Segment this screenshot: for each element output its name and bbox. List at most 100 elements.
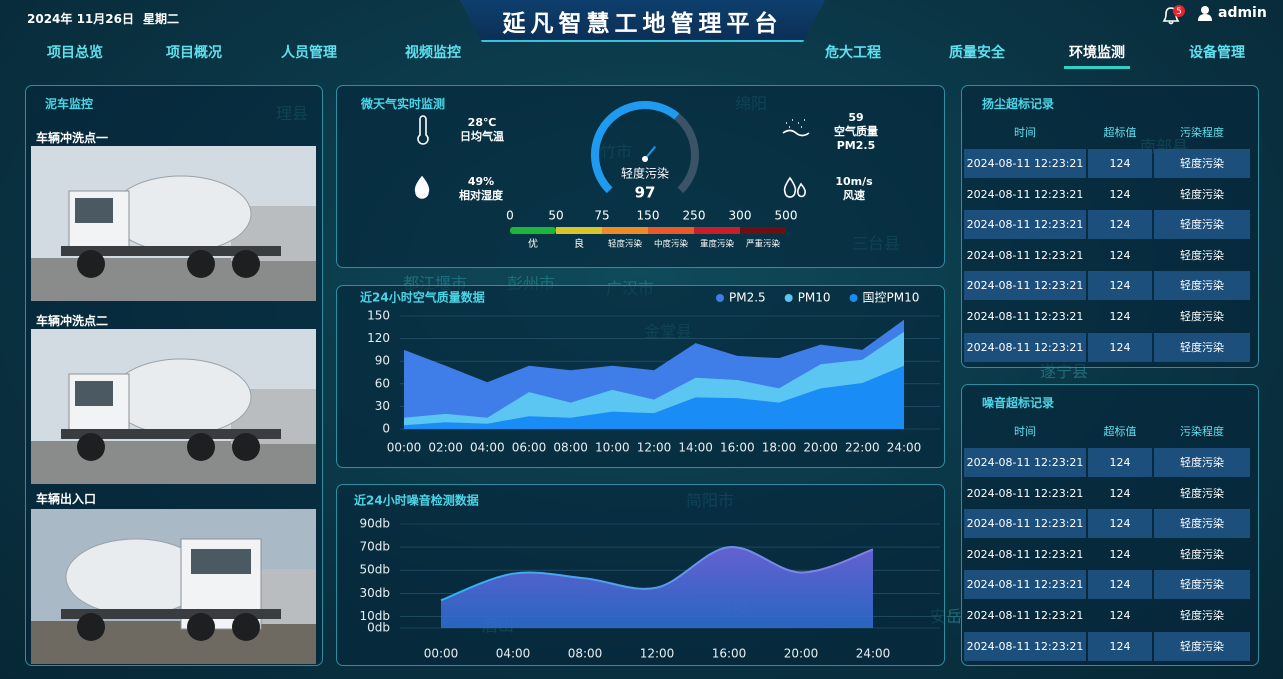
- table-cell: 轻度污染: [1154, 448, 1250, 477]
- table-cell: 2024-08-11 12:23:21: [964, 332, 1086, 362]
- table-cell: 124: [1088, 448, 1152, 477]
- nav-item[interactable]: 危大工程: [825, 45, 881, 61]
- air-chart-panel: [336, 285, 945, 468]
- camera-label: 车辆冲洗点二: [36, 314, 109, 328]
- weekday: 星期二: [143, 12, 180, 26]
- table-cell: 124: [1088, 631, 1152, 661]
- table-cell: 轻度污染: [1180, 486, 1224, 500]
- nav-item[interactable]: 项目概况: [166, 45, 222, 61]
- bell-shape: [1162, 7, 1180, 25]
- badge: [1173, 5, 1185, 17]
- table-cell: 轻度污染: [1154, 332, 1250, 362]
- truck-window: [191, 549, 251, 574]
- table-cell: 124: [1088, 509, 1152, 539]
- camera-image: [31, 146, 316, 301]
- table-cell: 124: [1088, 210, 1152, 240]
- chassis: [61, 429, 281, 439]
- air-quality: 59 空气质量 PM2.5: [811, 111, 901, 153]
- wheel: [187, 613, 215, 641]
- nav-item[interactable]: 人员管理: [281, 45, 337, 61]
- user-icon: [1198, 6, 1212, 21]
- table-cell: 2024-08-11 12:23:21: [964, 448, 1086, 477]
- panel-title: 扬尘超标记录: [982, 97, 1055, 111]
- humidity-value: 49%: [467, 175, 495, 188]
- mud-truck-panel: 泥车监控 车辆冲洗点一 车辆冲洗点二 车辆出入口: [25, 85, 323, 666]
- temperature-label: 日均气温: [460, 130, 504, 143]
- table-cell: 124: [1088, 149, 1152, 178]
- truck-window: [75, 198, 113, 223]
- table-cell: 2024-08-11 12:23:21: [964, 509, 1086, 539]
- wind: 10m/s 风速: [809, 175, 899, 203]
- table-cell: 2024-08-11 12:23:21: [964, 271, 1086, 301]
- camera-label: 车辆出入口: [36, 492, 97, 506]
- table-cell: 2024-08-11 12:23:21: [964, 210, 1086, 240]
- nav-item[interactable]: 视频监控: [405, 45, 461, 61]
- table-cell: 2024-08-11 12:23:21: [966, 609, 1084, 622]
- table-cell: 轻度污染: [1154, 271, 1250, 301]
- table-cell: 124: [1109, 486, 1131, 500]
- wheel: [187, 250, 215, 278]
- wheel: [77, 613, 105, 641]
- user-head: [1201, 6, 1209, 14]
- wind-value: 10m/s: [835, 175, 873, 188]
- dust-table-panel: 扬尘超标记录 时间 超标值 污染程度 2024-08-11 12:23:21 124 轻度污…: [961, 85, 1259, 368]
- table-cell: 轻度污染: [1180, 547, 1224, 561]
- table-cell: 轻度污染: [1180, 248, 1224, 262]
- date: 2024年 11月26日: [27, 12, 134, 26]
- temperature-value: 28℃: [467, 116, 497, 129]
- nav-item[interactable]: 质量安全: [949, 45, 1005, 61]
- wheel: [232, 613, 260, 641]
- table-cell: 124: [1088, 332, 1152, 362]
- noise-chart-panel: [336, 484, 945, 666]
- table-cell: 2024-08-11 12:23:21: [966, 547, 1084, 561]
- camera-image: [31, 509, 316, 664]
- table-cell: 124: [1088, 570, 1152, 600]
- chassis: [61, 609, 281, 619]
- column-header: 超标值: [1103, 126, 1137, 139]
- table-cell: 2024-08-11 12:23:21: [966, 486, 1084, 500]
- panel-title: 噪音超标记录: [982, 396, 1055, 410]
- table-cell: 轻度污染: [1180, 609, 1224, 622]
- column-header: 污染程度: [1180, 425, 1224, 438]
- aq-label: 空气质量: [834, 125, 878, 138]
- table-cell: 124: [1109, 248, 1131, 262]
- chassis: [61, 246, 281, 256]
- table-cell: 轻度污染: [1180, 310, 1224, 323]
- ground: [31, 621, 316, 664]
- username[interactable]: admin: [1218, 5, 1267, 21]
- table-cell: 2024-08-11 12:23:21: [966, 248, 1084, 262]
- table-cell: 2024-08-11 12:23:21: [964, 631, 1086, 661]
- mixer-drum: [110, 358, 252, 436]
- truck-window: [75, 381, 113, 406]
- wheel: [187, 433, 215, 461]
- table-cell: 2024-08-11 12:23:21: [964, 149, 1086, 178]
- table-cell: 2024-08-11 12:23:21: [964, 570, 1086, 600]
- column-header: 污染程度: [1180, 126, 1224, 139]
- noise-table-panel: 噪音超标记录 时间 超标值 污染程度 2024-08-11 12:23:21 124 轻度污…: [961, 384, 1259, 666]
- aq-value: 59: [848, 111, 864, 124]
- column-header: 超标值: [1103, 425, 1137, 438]
- camera-label: 车辆冲洗点一: [36, 131, 109, 145]
- nav-item[interactable]: 项目总览: [47, 45, 103, 61]
- weather-panel: 微天气实时监测 28℃ 日均气温 49% 相对湿度 59 空气质量 PM2.5 10m/…: [336, 85, 945, 268]
- notification-count: 5: [1176, 7, 1182, 17]
- table-cell: 轻度污染: [1154, 210, 1250, 240]
- ground: [31, 258, 316, 301]
- table-cell: 轻度污染: [1154, 570, 1250, 600]
- nav-item[interactable]: 环境监测: [1069, 45, 1125, 61]
- camera-image: [31, 329, 316, 484]
- user-body: [1198, 14, 1212, 21]
- table-cell: 轻度污染: [1154, 631, 1250, 661]
- nav-item[interactable]: 设备管理: [1189, 45, 1245, 61]
- column-header: 时间: [1014, 425, 1036, 438]
- wheel: [77, 433, 105, 461]
- table-cell: 124: [1109, 187, 1131, 201]
- column-header: 时间: [1014, 126, 1036, 139]
- bell-icon[interactable]: 5: [1160, 4, 1190, 26]
- table-cell: 2024-08-11 12:23:21: [966, 187, 1084, 201]
- table-cell: 轻度污染: [1180, 187, 1224, 201]
- aq-unit: PM2.5: [836, 139, 876, 152]
- table-cell: 124: [1109, 547, 1131, 561]
- table-cell: 124: [1109, 609, 1131, 622]
